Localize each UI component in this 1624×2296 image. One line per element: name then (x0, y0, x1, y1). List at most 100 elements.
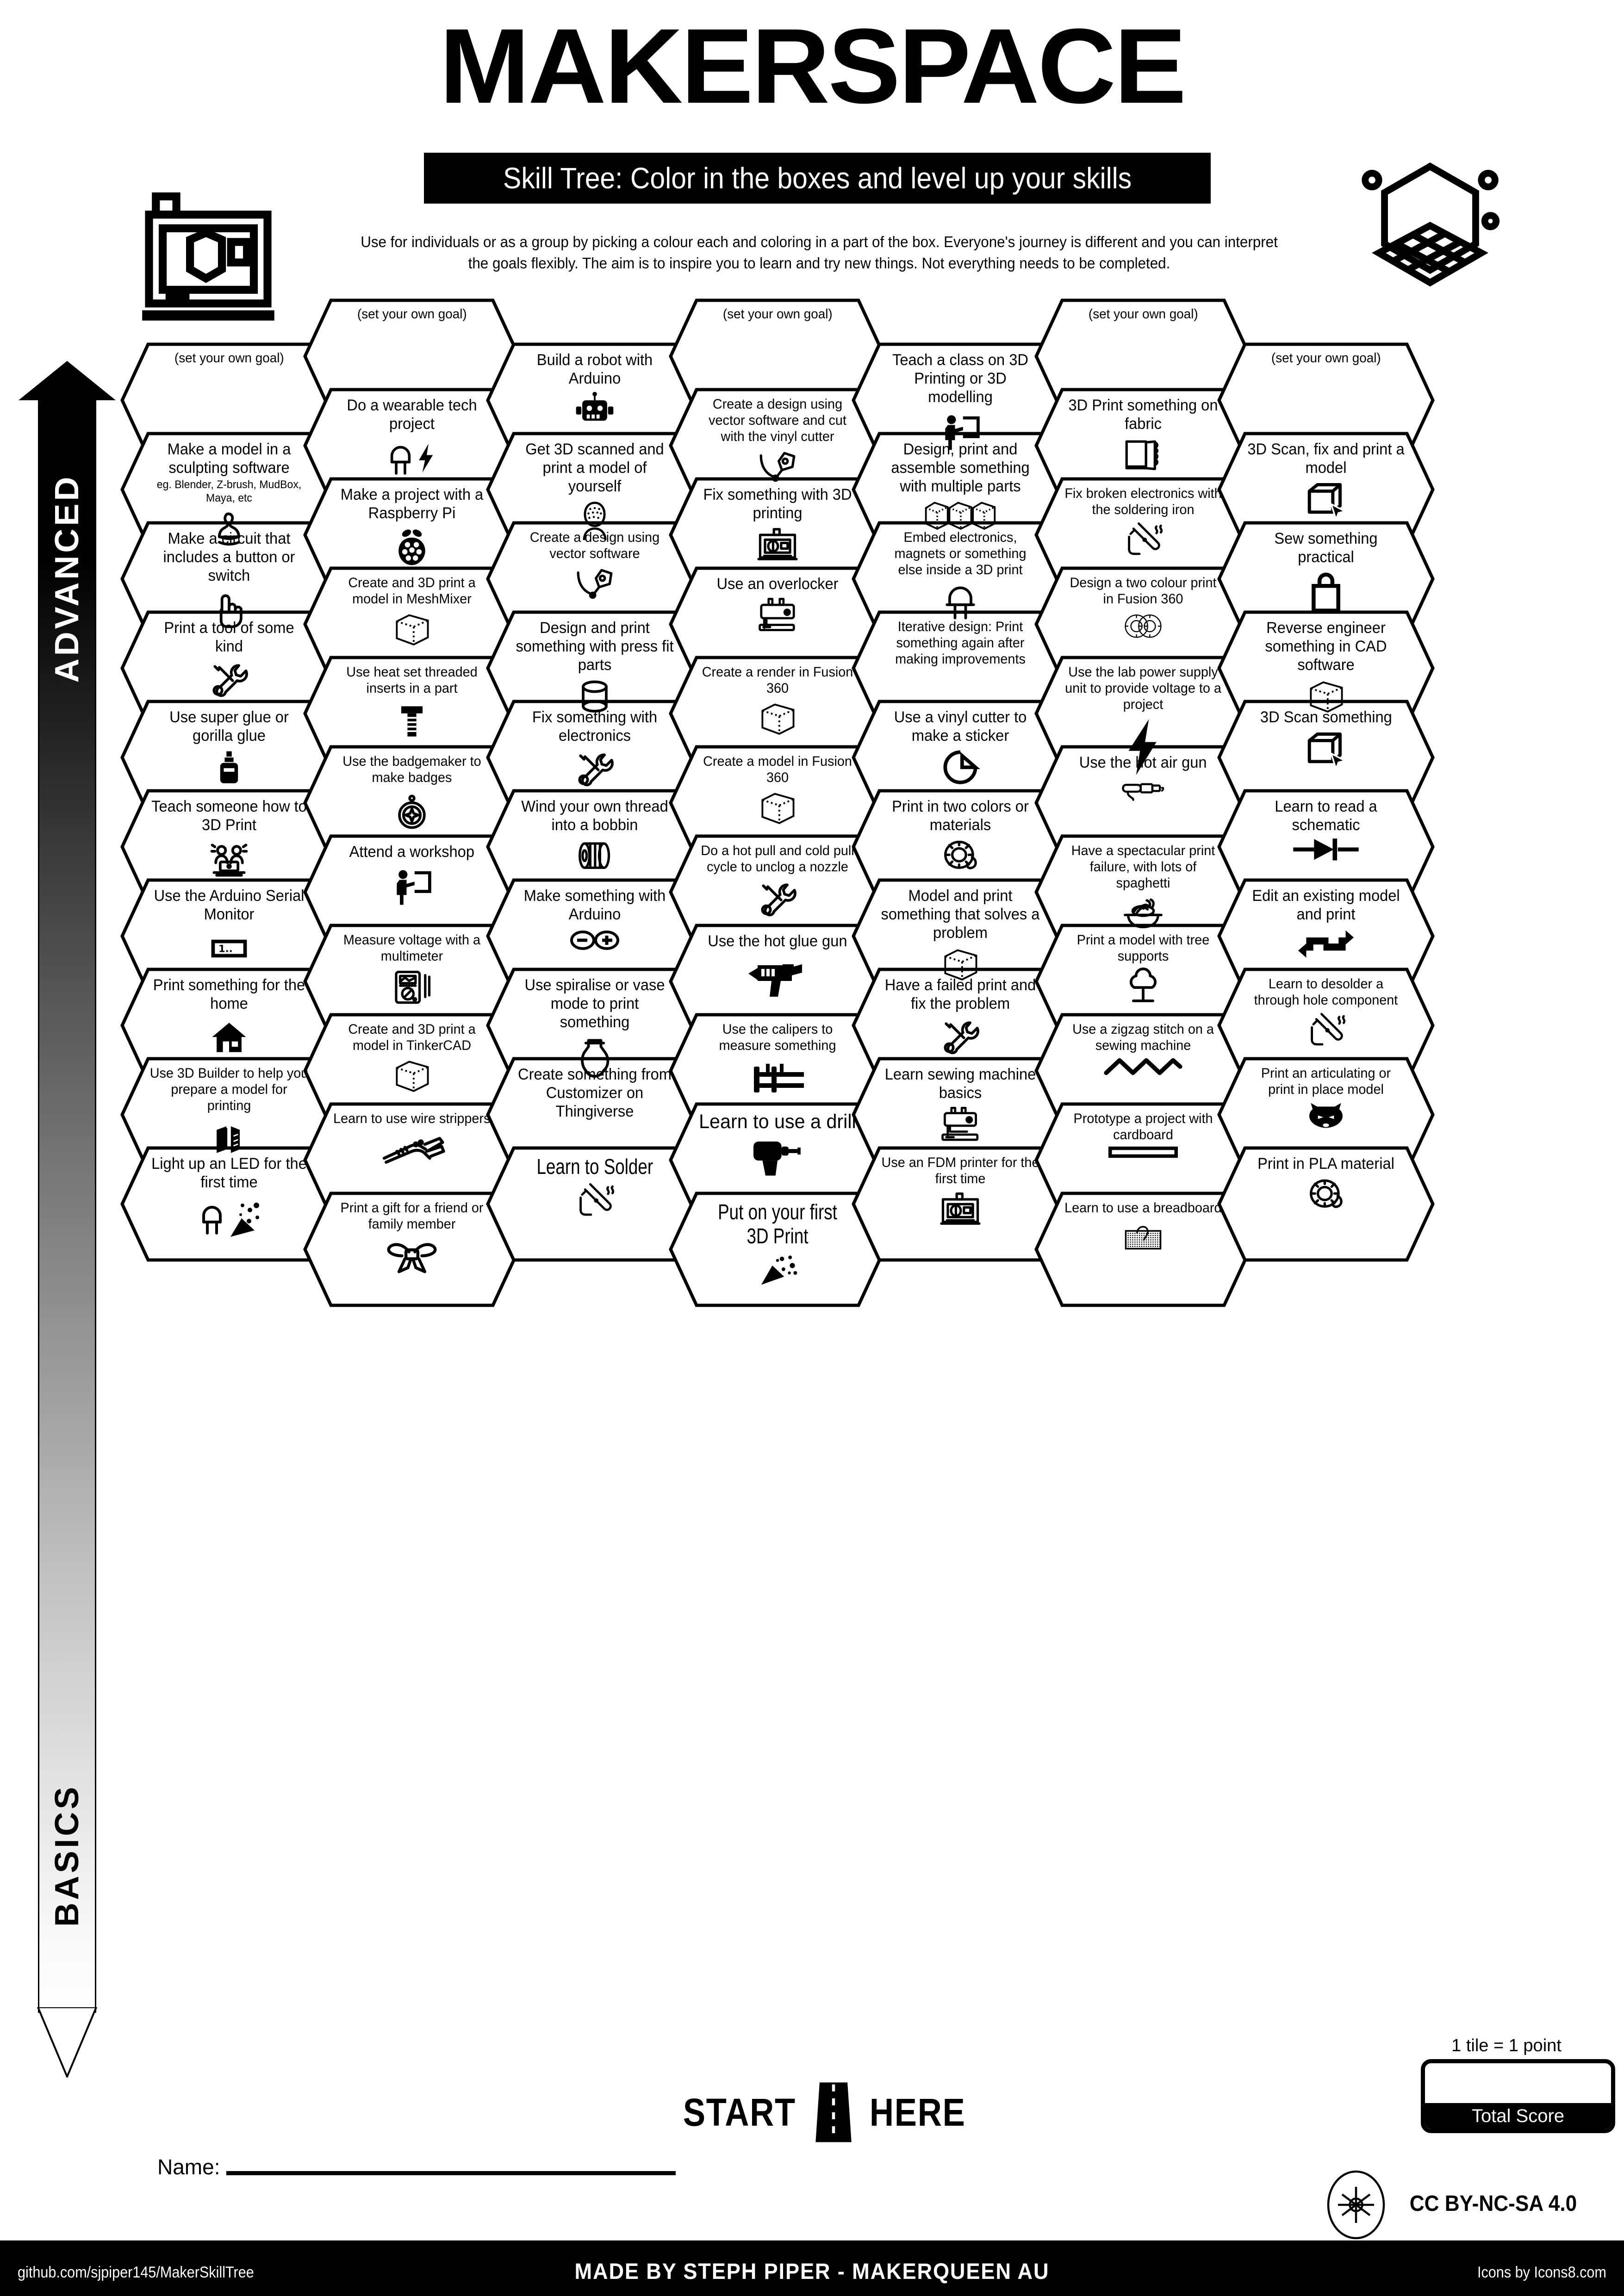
skill-hex[interactable]: Edit an existing model and print (1217, 878, 1435, 994)
license-text: CC BY-NC-SA 4.0 (1409, 2191, 1577, 2216)
skill-hex-label: Print something for the home (153, 976, 305, 1012)
skill-hex[interactable]: Learn to read a schematic (1217, 789, 1435, 905)
skill-hex-label: Edit an existing model and print (1252, 887, 1400, 923)
road-icon (815, 2082, 852, 2142)
skill-hex-label: Make a project with a Raspberry Pi (340, 486, 484, 522)
skill-hex[interactable]: Create a design using vector software (486, 521, 703, 637)
skill-hex[interactable]: Print something for the home (120, 968, 338, 1083)
sewing-machine-icon (938, 1105, 983, 1149)
arrow-down-head (37, 2007, 98, 2078)
skill-hex[interactable]: Create a design using vector software an… (669, 388, 886, 503)
skill-hex[interactable]: Make a circuit that includes a button or… (120, 521, 338, 637)
skill-hex[interactable]: Use super glue or gorilla glue (120, 700, 338, 815)
skill-hex[interactable]: Use the Arduino Serial Monitor 1.. (120, 878, 338, 994)
hot-air-gun-icon (1121, 775, 1165, 819)
soldering-iron-icon (572, 1181, 617, 1226)
skill-hex[interactable]: Use the badgemaker to make badges (303, 745, 521, 861)
skill-hex-label: Teach someone how to 3D Print (151, 798, 307, 834)
skill-hex[interactable]: Print an articulating or print in place … (1217, 1057, 1435, 1173)
skill-hex[interactable]: Print a tool of some kind (120, 610, 338, 726)
skill-hex-label: 3D Print something on fabric (1068, 397, 1218, 433)
skill-hex[interactable]: Use the hot air gun (1034, 745, 1252, 861)
skill-hex[interactable]: Learn to use a drill (669, 1102, 886, 1218)
skill-hex[interactable]: Print in PLA material (1217, 1146, 1435, 1262)
bobbin-icon (572, 837, 617, 881)
skill-hex-label: Fix broken electronics with the solderin… (1064, 486, 1222, 517)
dotted-cube-icon (390, 610, 434, 654)
wire-strippers-icon (377, 1129, 447, 1169)
skill-hex[interactable]: Reverse engineer something in CAD softwa… (1217, 610, 1435, 726)
skill-hex[interactable]: Fix broken electronics with the solderin… (1034, 477, 1252, 593)
skill-hex-label: Make something with Arduino (523, 887, 666, 923)
skill-hex[interactable]: Put on your first 3D Print (669, 1191, 886, 1307)
skill-hex[interactable]: (set your own goal) (1217, 342, 1435, 458)
skill-hex-label: Make a model in a sculpting software (167, 441, 291, 477)
skill-hex-label: Print in PLA material (1257, 1155, 1394, 1173)
gift-bow-icon (377, 1235, 447, 1275)
skill-hex-label: Measure voltage with a multimeter (343, 932, 481, 964)
skill-hex[interactable]: Design a two colour print in Fusion 360 (1034, 566, 1252, 682)
name-input-line[interactable] (226, 2171, 676, 2175)
skill-hex[interactable]: Model and print something that solves a … (852, 878, 1069, 994)
skill-hex[interactable]: (set your own goal) (303, 298, 521, 414)
skill-hex[interactable]: Use an FDM printer for the first time (852, 1146, 1069, 1262)
skill-hex[interactable]: Teach someone how to 3D Print (120, 789, 338, 905)
skill-hex-label: Use heat set threaded inserts in a part (346, 664, 478, 696)
skill-hex[interactable]: 3D Print something on fabric (1034, 388, 1252, 503)
skill-hex-label: Learn to use a breadboard (1064, 1200, 1222, 1216)
name-field[interactable]: Name: (157, 2147, 676, 2179)
skill-hex[interactable]: Measure voltage with a multimeter (303, 924, 521, 1039)
skill-hex-label: Attend a workshop (349, 843, 475, 861)
bag-icon (1304, 569, 1348, 614)
skill-hex[interactable]: Do a wearable tech project (303, 388, 521, 503)
led-icon (938, 581, 983, 625)
skill-hex-label: Print a model with tree supports (1076, 932, 1210, 964)
skill-hex[interactable]: Teach a class on 3D Printing or 3D model… (852, 342, 1069, 458)
skill-hex-label: (set your own goal) (722, 307, 833, 322)
skill-hex[interactable]: Build a robot with Arduino (486, 342, 703, 458)
press-button-icon (207, 588, 251, 632)
skill-hex[interactable]: Design, print and assemble something wit… (852, 432, 1069, 547)
skill-hex[interactable]: Use 3D Builder to help you prepare a mod… (120, 1057, 338, 1173)
skill-hex[interactable]: Learn to desolder a through hole compone… (1217, 968, 1435, 1083)
skill-hex[interactable]: Sew something practical (1217, 521, 1435, 637)
skill-hex-label: Learn to read a schematic (1275, 798, 1377, 834)
skill-hex[interactable]: Create a model in Fusion 360 (669, 745, 886, 861)
svg-text:1..: 1.. (218, 943, 233, 955)
skill-hex-label: Make a circuit that includes a button or… (163, 530, 295, 584)
skill-hex[interactable]: Have a failed print and fix the problem (852, 968, 1069, 1083)
skill-hex-label: Use the badgemaker to make badges (342, 754, 481, 785)
3d-cube-grid-icon (1362, 162, 1500, 287)
skill-hex-label: Have a spectacular print failure, with l… (1071, 843, 1215, 891)
skill-hex-label: Create a design using vector software (529, 530, 660, 561)
skill-hex[interactable]: Fix something with electronics (486, 700, 703, 815)
tools-icon (755, 878, 800, 922)
diode-icon (1291, 837, 1361, 862)
skill-hex-label: Learn to use wire strippers (333, 1111, 491, 1126)
total-score-box[interactable]: Total Score (1421, 2059, 1615, 2133)
skill-hex-label: Use the hot glue gun (708, 932, 847, 950)
skill-hex[interactable]: Make something with Arduino (486, 878, 703, 994)
skill-hex[interactable]: Attend a workshop (303, 834, 521, 950)
soldering-iron-icon (1304, 1011, 1348, 1055)
skill-hex[interactable]: 3D Scan, fix and print a model (1217, 432, 1435, 547)
skill-hex[interactable]: Create and 3D print a model in MeshMixer (303, 566, 521, 682)
fabric-icon (1121, 436, 1165, 480)
raspberry-pi-icon (390, 525, 434, 570)
cc-seal-icon (1327, 2170, 1385, 2240)
footer-repo-link[interactable]: github.com/sjpiper145/MakerSkillTree (18, 2264, 254, 2281)
skill-hex-label: Use an overlocker (716, 575, 839, 593)
footer-icons-credit[interactable]: Icons by Icons8.com (1477, 2264, 1606, 2281)
filament-spool-icon (938, 837, 983, 881)
skill-hex[interactable]: Get 3D scanned and print a model of your… (486, 432, 703, 547)
skill-hex[interactable]: (set your own goal) (1034, 298, 1252, 414)
skill-hex[interactable]: Light up an LED for the first time (120, 1146, 338, 1262)
skill-hex[interactable]: Design and print something with press fi… (486, 610, 703, 726)
overlocker-icon (755, 596, 800, 640)
sculpture-icon (207, 508, 251, 552)
cardboard-icon (1108, 1146, 1178, 1159)
skill-hex-label: Create something from Customizer on Thin… (518, 1066, 672, 1120)
level-axis: ADVANCED BASICS (19, 333, 116, 2078)
start-word: START (683, 2090, 796, 2134)
skill-hex[interactable]: Iterative design: Print something again … (852, 610, 1069, 726)
